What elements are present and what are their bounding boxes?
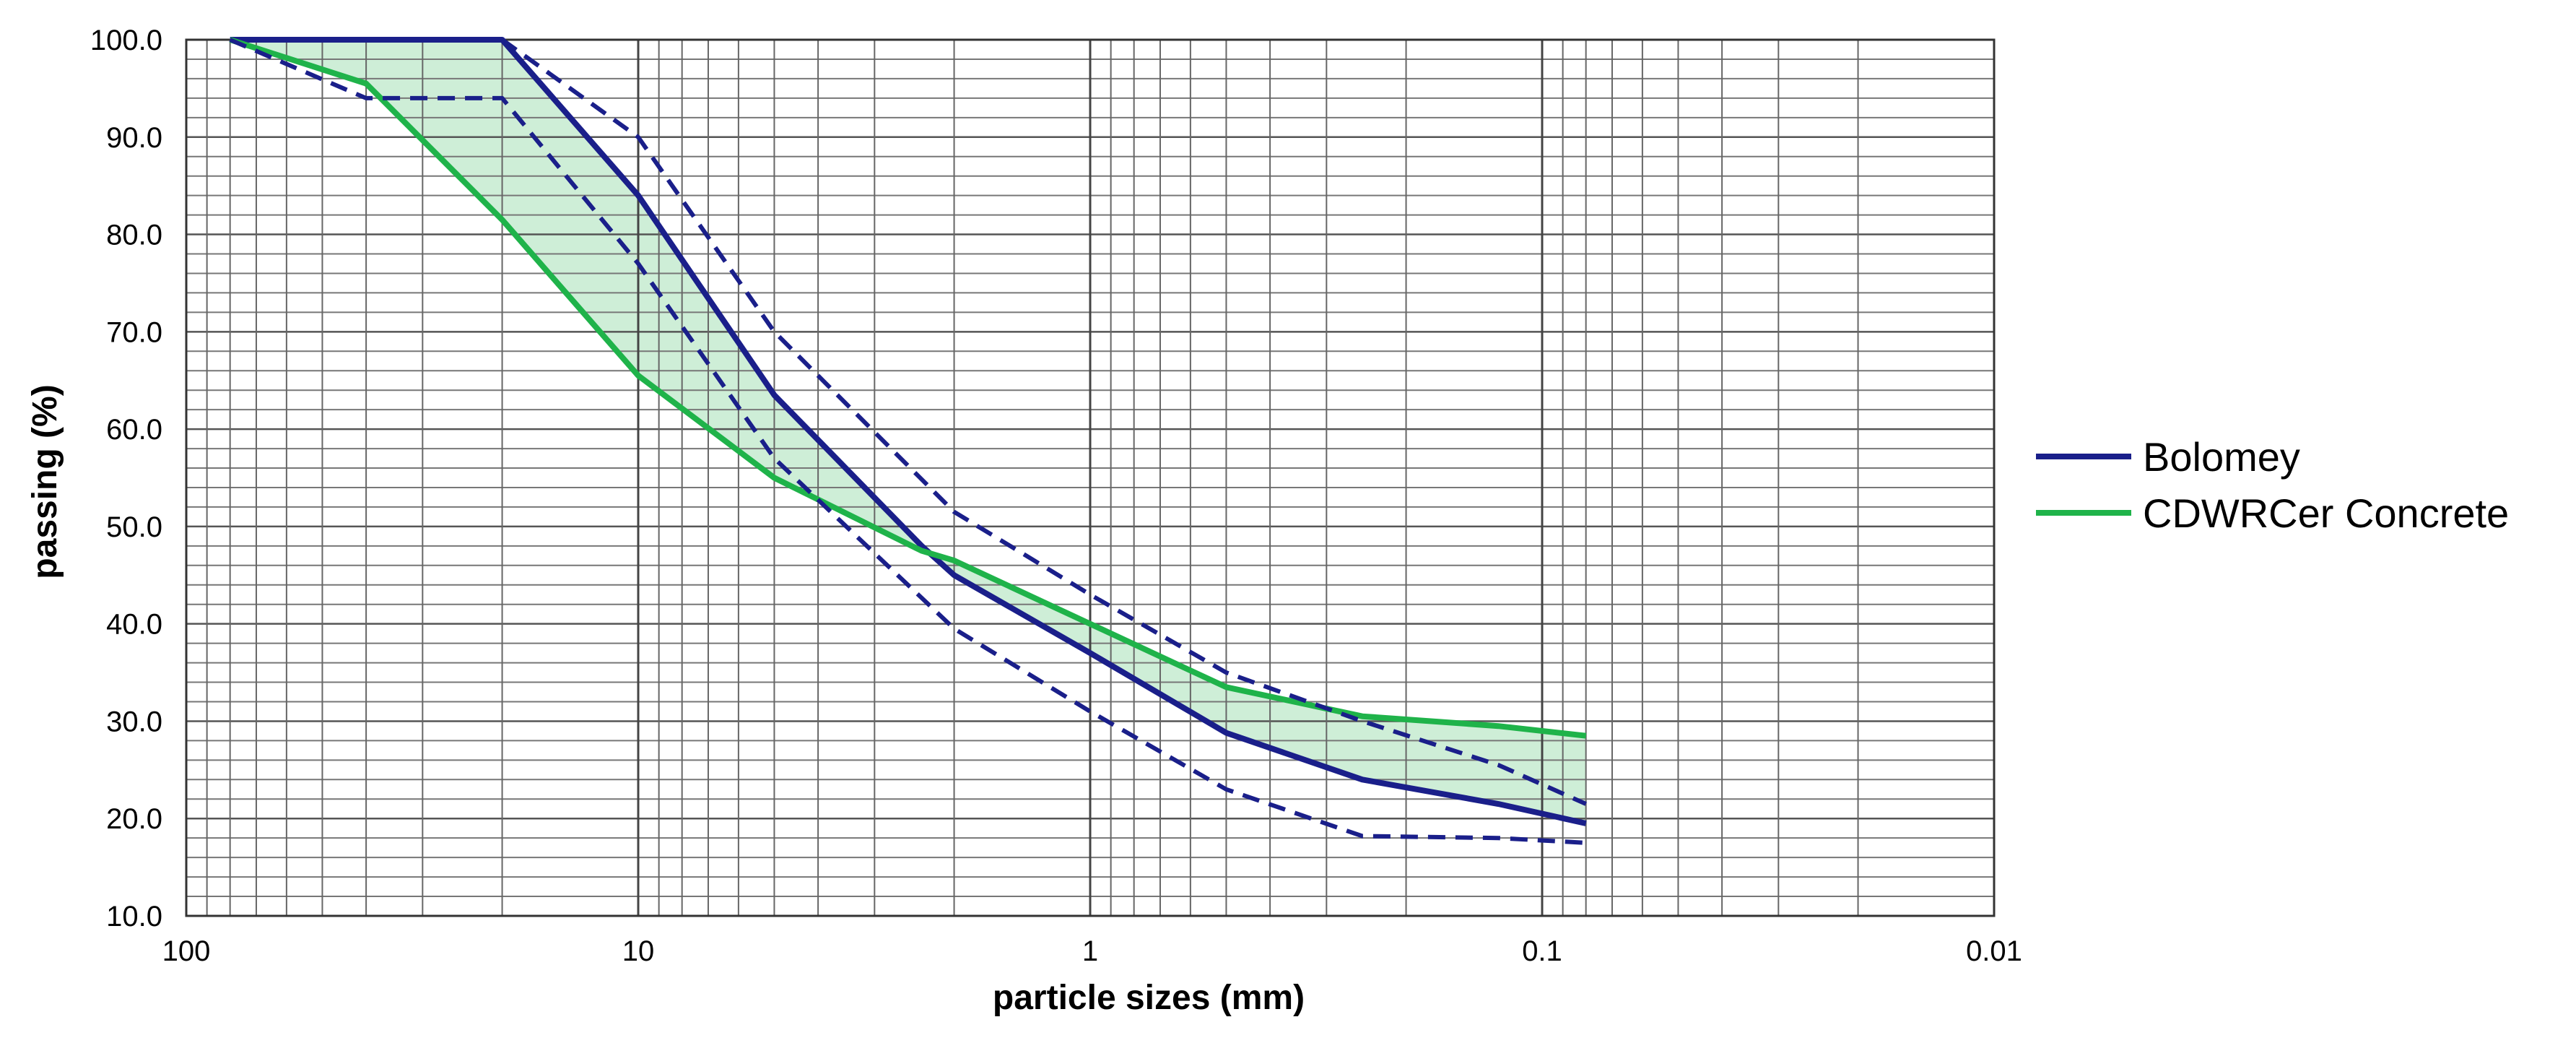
y-tick-label: 70.0	[106, 316, 162, 348]
shaded-band	[230, 40, 1586, 823]
x-axis-title: particle sizes (mm)	[993, 979, 1305, 1017]
legend: Bolomey CDWRCer Concrete	[2036, 434, 2509, 536]
limit-curve-3	[500, 38, 1587, 806]
y-tick-label: 80.0	[106, 220, 162, 251]
legend-label: CDWRCer Concrete	[2143, 490, 2509, 536]
x-tick-label: 100	[162, 935, 211, 967]
y-tick-label: 10.0	[106, 901, 162, 932]
series-lines	[229, 37, 1587, 845]
y-tick-label: 60.0	[106, 414, 162, 446]
y-tick-label: 100.0	[90, 25, 162, 56]
y-tick-label: 40.0	[106, 609, 162, 641]
y-tick-label: 20.0	[106, 803, 162, 835]
grid	[185, 38, 1996, 917]
plot-border	[185, 38, 1996, 917]
x-tick-label: 0.01	[1966, 935, 2022, 967]
limit-curve-2	[229, 38, 1586, 845]
tick-labels: 10.020.030.040.050.060.070.080.090.0100.…	[90, 25, 2022, 967]
x-tick-label: 0.1	[1522, 935, 1562, 967]
series-line-cdwrcer-concrete	[229, 37, 1587, 739]
x-tick-label: 10	[622, 935, 655, 967]
shaded-band-area	[230, 40, 1586, 823]
y-axis-title: passing (%)	[26, 384, 64, 579]
series-line-bolomey	[230, 37, 1587, 826]
legend-label: Bolomey	[2143, 434, 2300, 480]
y-tick-label: 50.0	[106, 511, 162, 543]
y-tick-label: 90.0	[106, 122, 162, 154]
y-tick-label: 30.0	[106, 706, 162, 737]
x-tick-label: 1	[1082, 935, 1098, 967]
